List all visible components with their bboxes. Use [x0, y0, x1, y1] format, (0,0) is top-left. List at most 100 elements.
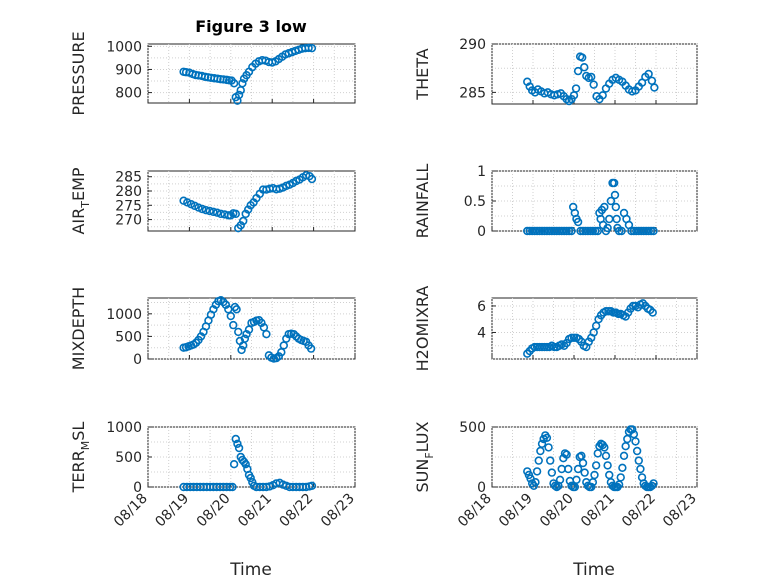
- y-tick-label: 270: [115, 213, 142, 229]
- data-point: [590, 470, 599, 480]
- y-tick-label: 290: [459, 37, 486, 53]
- data-point: [198, 204, 207, 214]
- subplot-theta: 285 290 THETA: [413, 37, 698, 106]
- data-point: [572, 475, 581, 484]
- data-point: [587, 482, 596, 492]
- y-axis-label-text: H2OMIXRA: [413, 286, 432, 372]
- data-point: [216, 209, 226, 219]
- data-point: [262, 329, 271, 339]
- figure-title: Figure 3 low: [195, 17, 307, 36]
- subplot-terr_msl: 0 500 1000 08/18 08/19 08/20 08/21 08/22 08/23 TE…: [69, 420, 358, 530]
- y-axis-label-subscript: M: [79, 441, 92, 451]
- y-axis-label-text: THETA: [413, 48, 432, 100]
- data-point: [619, 451, 629, 460]
- data-point: [234, 443, 244, 453]
- data-point: [307, 174, 317, 184]
- y-axis-label-text: SUN: [413, 459, 432, 493]
- data-point: [241, 209, 250, 219]
- y-tick-label: 280: [115, 184, 142, 200]
- data-point: [587, 72, 596, 82]
- y-tick-label: 1: [477, 164, 486, 180]
- y-tick-label: 275: [115, 198, 142, 214]
- data-point: [593, 226, 602, 236]
- data-point: [307, 481, 317, 490]
- data-point: [650, 83, 659, 92]
- data-point: [571, 84, 581, 93]
- data-point: [304, 43, 313, 53]
- y-tick-label: 0: [477, 224, 486, 240]
- data-point: [634, 456, 643, 465]
- data-point: [233, 439, 242, 448]
- data-point: [225, 482, 235, 492]
- x-tick-label: 08/20: [194, 491, 234, 531]
- data-point: [617, 226, 626, 236]
- data-point: [240, 334, 250, 343]
- data-point: [222, 482, 231, 492]
- data-point: [644, 69, 653, 79]
- data-point: [649, 479, 658, 488]
- data-point: [632, 446, 642, 456]
- data-point: [542, 433, 552, 442]
- data-point: [573, 66, 583, 76]
- data-point: [577, 53, 587, 62]
- data-point: [306, 344, 316, 353]
- data-point: [239, 216, 248, 226]
- data-point: [234, 90, 244, 100]
- subplot-rainfall: 0 0.5 1 RAINFALL: [413, 164, 698, 240]
- x-tick-label: 08/22: [619, 491, 659, 531]
- data-point: [534, 456, 543, 465]
- data-point: [591, 461, 601, 470]
- data-point: [567, 226, 576, 236]
- y-tick-label: 285: [459, 85, 486, 101]
- subplot-sun_flux: 0 500 08/18 08/19 08/20 08/21 08/22 08/23 SUNFLU…: [413, 420, 700, 530]
- data-point: [226, 311, 236, 321]
- data-point: [228, 482, 237, 492]
- y-tick-label: 0: [133, 480, 142, 496]
- data-point: [649, 226, 658, 236]
- data-point: [532, 467, 542, 476]
- data-point: [243, 205, 253, 214]
- y-axis-label: PRESSURE: [69, 31, 88, 115]
- data-point: [544, 443, 553, 452]
- subplot-h2omixra: 4 6 H2OMIXRA: [413, 286, 698, 372]
- data-point: [219, 75, 228, 84]
- y-tick-label: 285: [115, 170, 142, 186]
- y-tick-label: 1000: [106, 307, 142, 323]
- data-point: [236, 221, 245, 230]
- x-tick-label: 08/23: [318, 491, 358, 531]
- data-point: [229, 320, 238, 330]
- data-point: [237, 345, 246, 355]
- data-point: [600, 443, 609, 452]
- y-tick-label: 0: [133, 352, 142, 368]
- y-axis-label-suffix: SL: [69, 422, 88, 441]
- y-tick-label: 500: [115, 450, 142, 466]
- y-axis-label: AIRTEMP: [69, 167, 92, 234]
- data-point: [205, 206, 214, 216]
- data-point: [212, 208, 222, 217]
- data-point: [589, 80, 598, 89]
- data-point: [598, 91, 607, 100]
- y-tick-label: 0.5: [464, 194, 486, 210]
- y-axis-label-suffix: LUX: [413, 421, 432, 452]
- x-tick-label: 08/19: [152, 491, 192, 531]
- x-tick-label: 08/19: [496, 491, 536, 531]
- data-point: [573, 464, 583, 474]
- data-point: [648, 308, 657, 317]
- y-axis-label: MIXDEPTH: [69, 287, 88, 370]
- data-point: [564, 464, 573, 474]
- y-axis-label-text: TERR: [69, 450, 88, 493]
- data-point: [547, 468, 557, 477]
- data-point: [238, 79, 247, 88]
- data-point: [555, 475, 565, 484]
- data-point: [603, 223, 612, 233]
- y-axis-label-suffix: EMP: [69, 167, 88, 201]
- subplot-pressure: 800 900 1000 PRESSURE: [69, 31, 356, 116]
- data-point: [246, 473, 255, 483]
- x-tick-label: 08/22: [277, 491, 317, 531]
- data-point: [600, 202, 609, 212]
- data-point: [307, 43, 317, 53]
- data-point: [616, 473, 625, 482]
- y-axis-label-text: AIR: [69, 208, 88, 235]
